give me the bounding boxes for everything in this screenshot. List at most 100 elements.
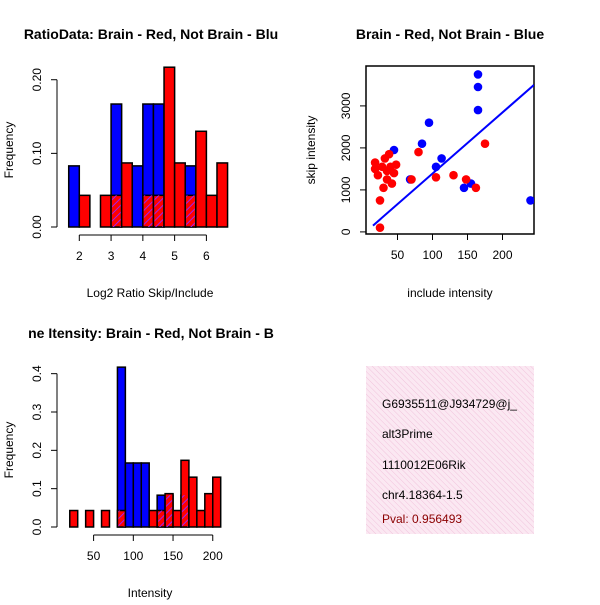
scatter-point-brain (391, 160, 401, 169)
intensity-hist-bar-brain (196, 509, 206, 528)
intensity-hist-bar-not-brain (140, 462, 150, 528)
info-location: chr4.18364-1.5 (382, 488, 463, 502)
scatter-y-tick-label: 0 (339, 228, 353, 235)
scatter-point-brain (449, 170, 458, 180)
intensity-histogram-xlabel: Intensity (128, 586, 173, 600)
scatter-x-tick-label: 150 (457, 248, 477, 262)
scatter-point-brain (387, 179, 397, 188)
ratio-hist-x-tick-label: 6 (203, 249, 210, 263)
intensity-hist-bar-brain (148, 509, 158, 528)
ratio-hist-y-tick-label: 0.10 (30, 141, 44, 165)
intensity-hist-x-tick-label: 100 (123, 549, 143, 563)
intensity-hist-bar-brain (172, 509, 182, 528)
intensity-hist-bar-brain (204, 492, 214, 528)
scatter-plot-frame (365, 65, 535, 235)
intensity-hist-y-tick-label: 0.2 (30, 442, 44, 459)
scatter-point-brain (375, 223, 385, 232)
scatter-point-not-brain (473, 82, 483, 92)
scatter-xlabel: include intensity (407, 286, 492, 300)
intensity-hist-bar-overlap (166, 495, 173, 527)
scatter-point-brain (461, 175, 471, 184)
ratio-hist-bar-not-brain (131, 165, 144, 228)
scatter-point-brain (431, 173, 441, 182)
scatter-x-tick-label: 50 (391, 248, 405, 262)
intensity-scatter-panel: Brain - Red, Not Brain - Blue include in… (304, 26, 544, 300)
scatter-y-tick-label: 1000 (339, 176, 353, 203)
intensity-hist-bar-overlap (118, 510, 125, 527)
info-gene-name: 1110012E06Rik (382, 458, 467, 472)
intensity-hist-x-tick-label: 200 (203, 549, 223, 563)
info-box-background (366, 366, 534, 534)
intensity-hist-y-tick-label: 0.1 (30, 480, 44, 497)
intensity-hist-y-tick-label: 0.3 (30, 403, 44, 420)
ratio-hist-bar-brain (163, 66, 176, 228)
scatter-point-not-brain (473, 105, 483, 115)
ratio-hist-bar-overlap (112, 195, 121, 227)
scatter-point-not-brain (459, 183, 469, 193)
scatter-point-brain (370, 158, 380, 167)
info-panel: G6935511@J934729@j_ alt3Prime 1110012E06… (366, 366, 534, 534)
info-event-id: G6935511@J934729@j_ (382, 397, 517, 411)
intensity-hist-bar-brain (84, 509, 95, 528)
scatter-point-brain (480, 139, 490, 148)
intensity-hist-x-tick-label: 50 (87, 549, 101, 563)
intensity-hist-y-tick-label: 0.0 (30, 518, 44, 535)
ratio-hist-bar-overlap (186, 195, 195, 227)
ratio-hist-x-tick-label: 4 (140, 249, 147, 263)
ratio-hist-bar-brain (173, 162, 186, 228)
ratio-hist-bar-brain (99, 194, 112, 228)
ratio-hist-x-tick-label: 2 (76, 249, 83, 263)
ratio-hist-bar-overlap (154, 195, 164, 227)
scatter-y-tick-label: 2000 (339, 134, 353, 161)
info-event-type: alt3Prime (382, 427, 433, 441)
scatter-point-brain (414, 147, 423, 157)
ratio-histogram-ylabel: Frequency (2, 122, 16, 179)
scatter-point-not-brain (473, 70, 483, 79)
ratio-hist-bar-brain (120, 162, 133, 228)
intensity-histogram-title: ne Itensity: Brain - Red, Not Brain - B (28, 325, 274, 341)
ratio-hist-bar-not-brain (67, 165, 81, 228)
scatter-point-brain (384, 149, 394, 159)
ratio-histogram-panel: RatioData: Brain - Red, Not Brain - Blu … (2, 26, 278, 300)
intensity-hist-bar-not-brain (132, 462, 143, 528)
ratio-hist-bar-brain (216, 162, 229, 228)
intensity-hist-bar-brain (188, 476, 198, 528)
ratio-hist-bar-brain (195, 130, 208, 228)
intensity-hist-bar-brain (212, 476, 222, 528)
scatter-point-not-brain (424, 118, 434, 127)
ratio-hist-y-tick-label: 0.20 (30, 68, 44, 92)
scatter-point-brain (471, 183, 481, 193)
scatter-x-tick-label: 100 (422, 248, 442, 262)
ratio-hist-bar-brain (205, 194, 218, 228)
ratio-histogram-xlabel: Log2 Ratio Skip/Include (87, 286, 214, 300)
scatter-title: Brain - Red, Not Brain - Blue (356, 26, 544, 42)
ratio-hist-x-tick-label: 3 (108, 249, 115, 263)
intensity-histogram-panel: ne Itensity: Brain - Red, Not Brain - B … (2, 325, 274, 600)
intensity-hist-bar-not-brain (124, 462, 135, 528)
scatter-point-not-brain (526, 196, 534, 205)
scatter-point-brain (373, 170, 383, 180)
scatter-y-tick-label: 3000 (339, 92, 353, 119)
scatter-ylabel: skip intensity (304, 116, 318, 185)
intensity-hist-bar-brain (100, 509, 111, 528)
scatter-regression-line (372, 84, 534, 227)
scatter-point-brain (407, 175, 416, 184)
info-pval: Pval: 0.956493 (382, 512, 462, 526)
intensity-hist-bar-not-brain (116, 366, 127, 528)
intensity-hist-y-tick-label: 0.4 (30, 365, 44, 382)
intensity-hist-bar-brain (69, 509, 79, 528)
scatter-point-not-brain (431, 162, 441, 172)
intensity-hist-bar-overlap (158, 510, 165, 527)
intensity-hist-x-tick-label: 150 (163, 549, 183, 563)
ratio-hist-bar-brain (78, 194, 91, 228)
scatter-point-not-brain (437, 154, 446, 163)
ratio-histogram-title: RatioData: Brain - Red, Not Brain - Blu (24, 26, 278, 42)
scatter-point-brain (375, 196, 385, 205)
scatter-point-not-brain (417, 139, 427, 148)
intensity-hist-bar-overlap (181, 495, 188, 527)
ratio-hist-x-tick-label: 5 (171, 249, 178, 263)
ratio-hist-y-tick-label: 0.00 (30, 215, 44, 239)
intensity-histogram-ylabel: Frequency (2, 422, 16, 479)
